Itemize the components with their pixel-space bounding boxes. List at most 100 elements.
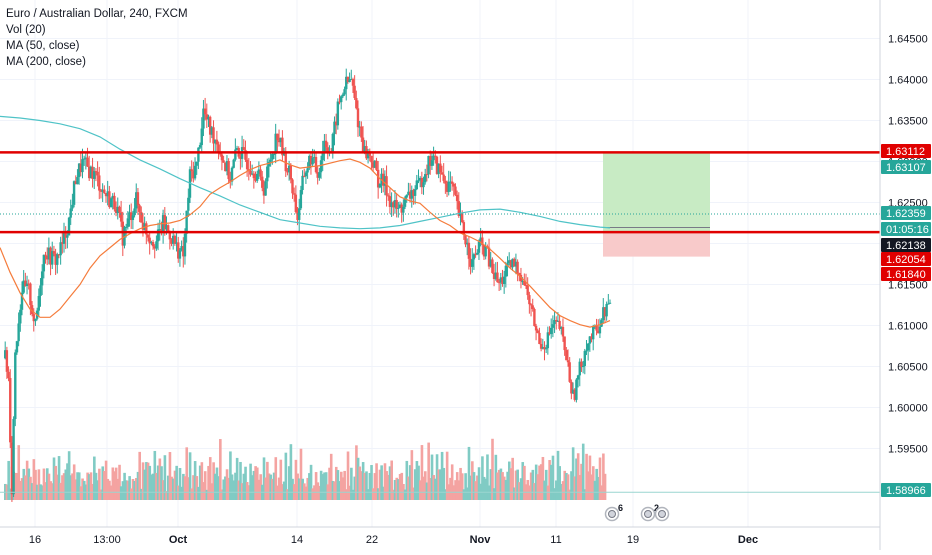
economic-event-icon-core <box>644 510 652 518</box>
candle-body <box>462 222 466 235</box>
volume-bar <box>25 460 29 500</box>
volume-bar <box>121 481 125 500</box>
volume-bar <box>57 456 61 500</box>
candle-body <box>277 140 281 143</box>
candle-body <box>523 281 526 286</box>
candle-body <box>205 114 208 120</box>
candle-body <box>454 186 457 195</box>
volume-bar <box>427 442 430 500</box>
volume-bar <box>108 480 111 500</box>
candle-body <box>331 133 334 152</box>
candle-body <box>459 213 462 217</box>
candle-body <box>477 241 481 253</box>
volume-bar <box>124 480 128 500</box>
candle-body <box>109 198 113 208</box>
candle-body <box>262 187 266 196</box>
volume-bar <box>119 486 123 500</box>
candle-body <box>415 180 418 190</box>
candle-body <box>56 254 59 265</box>
volume-bar <box>133 480 136 500</box>
volume-bar <box>158 458 162 500</box>
candle-body <box>178 250 182 259</box>
volume-bar <box>276 485 279 500</box>
volume-bar <box>573 476 577 500</box>
candle-body <box>93 171 96 179</box>
volume-bar <box>284 452 288 500</box>
volume-bar <box>420 445 424 500</box>
volume-bar <box>366 489 370 500</box>
volume-bar <box>375 463 378 500</box>
volume-bar <box>514 470 518 500</box>
volume-bar <box>51 483 54 500</box>
candle-body <box>250 173 254 175</box>
candle-body <box>79 163 82 173</box>
volume-bar <box>311 488 315 500</box>
candle-body <box>464 234 467 245</box>
indicator-ma200[interactable]: MA (200, close) <box>6 56 86 68</box>
indicator-volume[interactable]: Vol (20) <box>6 24 46 36</box>
candle-body <box>586 343 590 351</box>
chart-title[interactable]: Euro / Australian Dollar, 240, FXCM <box>6 8 188 20</box>
volume-bar <box>106 478 110 500</box>
candle-body <box>439 163 442 173</box>
volume-bar <box>476 475 479 500</box>
volume-bar <box>501 472 504 500</box>
candle-body <box>301 175 304 191</box>
volume-bar <box>185 447 189 500</box>
candle-body <box>434 155 437 157</box>
volume-bar <box>141 462 145 500</box>
candle-body <box>190 169 193 172</box>
volume-bar <box>397 479 400 500</box>
candle-body <box>47 247 51 260</box>
candle-body <box>24 280 27 287</box>
volume-bar <box>234 472 237 500</box>
candle-body <box>276 133 279 141</box>
volume-bar <box>502 476 506 500</box>
candle-body <box>244 149 247 160</box>
candle-body <box>292 193 296 195</box>
volume-bar <box>471 461 474 500</box>
volume-bar <box>571 447 575 500</box>
candle-body <box>568 362 571 382</box>
volume-bar <box>593 480 597 500</box>
volume-bar <box>214 473 217 500</box>
volume-bar <box>331 480 335 500</box>
volume-bar <box>592 466 595 500</box>
candle-body <box>61 242 64 244</box>
volume-bar <box>79 486 83 500</box>
candle-body <box>118 206 121 213</box>
volume-bar <box>155 472 158 500</box>
candle-body <box>84 157 88 159</box>
volume-bar <box>382 486 385 500</box>
volume-bar <box>130 488 133 500</box>
candle-body <box>548 332 551 335</box>
volume-bar <box>450 464 454 500</box>
candle-body <box>121 221 124 246</box>
candle-body <box>333 121 336 134</box>
candle-body <box>287 165 291 173</box>
candle-body <box>565 350 568 361</box>
candle-body <box>598 326 602 334</box>
candle-body <box>608 302 612 304</box>
economic-event-icon-core <box>608 510 616 518</box>
volume-bar <box>551 455 555 500</box>
candle-body <box>57 254 61 256</box>
candle-body <box>311 157 314 165</box>
candle-body <box>560 326 563 329</box>
candle-body <box>494 272 497 279</box>
candle-body <box>355 97 358 109</box>
volume-bar <box>76 472 79 500</box>
candle-body <box>156 229 160 242</box>
volume-bar <box>506 471 509 500</box>
volume-bar <box>486 454 489 500</box>
indicator-ma50[interactable]: MA (50, close) <box>6 40 80 52</box>
volume-bar <box>561 481 565 500</box>
candle-body <box>539 344 543 349</box>
candle-body <box>193 165 197 179</box>
volume-bar <box>434 478 437 500</box>
candle-body <box>113 195 116 210</box>
candle-body <box>484 246 487 257</box>
candle-body <box>27 283 30 285</box>
